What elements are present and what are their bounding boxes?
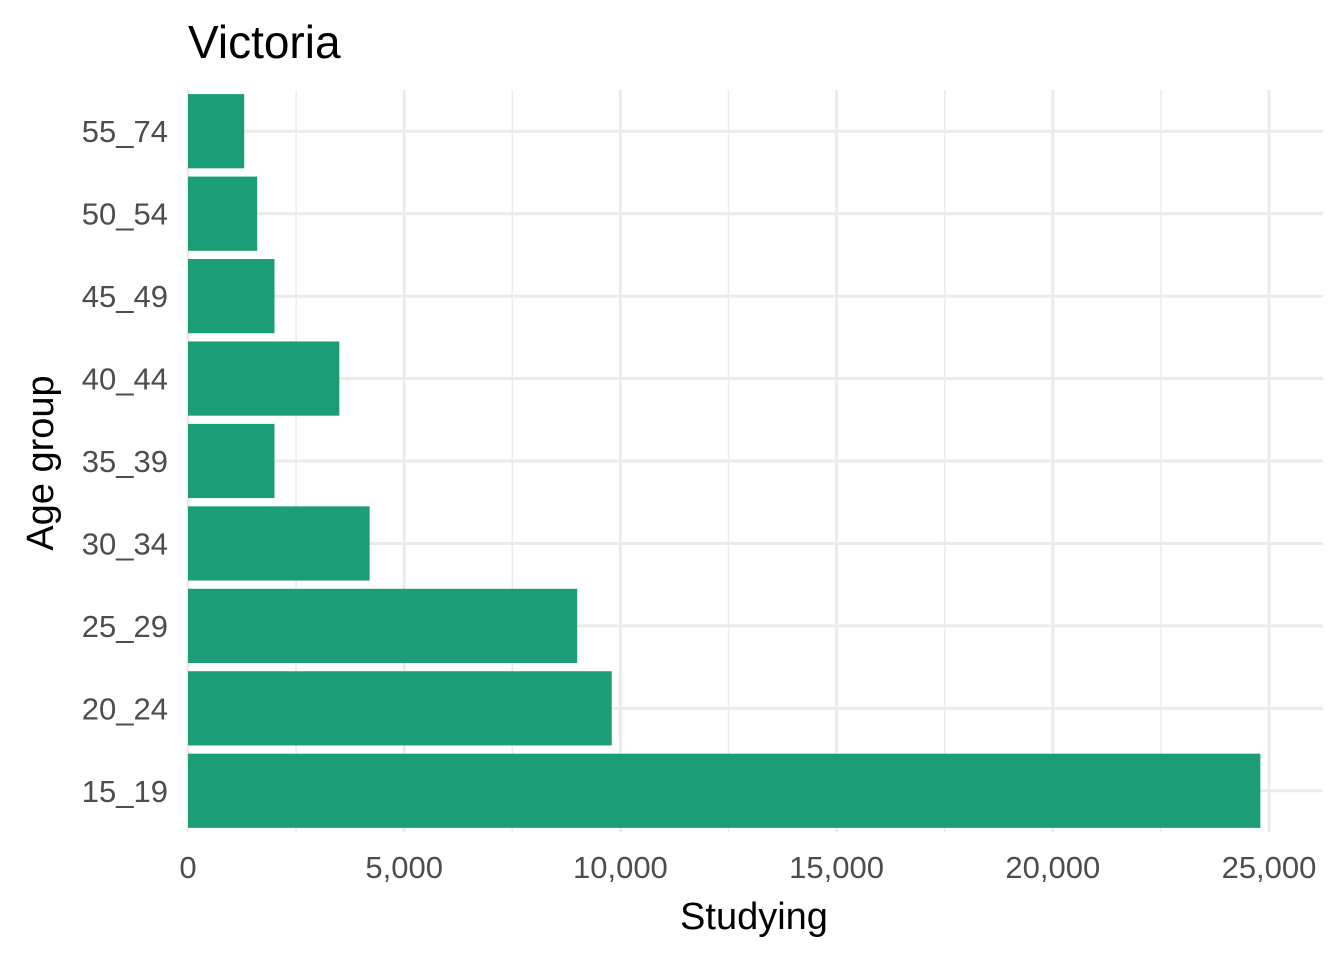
y-tick-label: 50_54 [82,197,168,232]
y-axis-title: Age group [20,375,62,550]
y-tick-label: 55_74 [82,114,168,149]
x-tick-label: 0 [179,850,196,885]
x-tick-labels: 0 5,000 10,000 15,000 20,000 25,000 [179,850,1316,885]
x-tick-label: 5,000 [365,850,443,885]
bar-20_24 [188,671,612,746]
y-tick-label: 40_44 [82,362,168,397]
bars [188,94,1261,828]
x-tick-label: 10,000 [573,850,668,885]
bar-35_39 [188,423,275,499]
y-tick-labels: 15_19 20_24 25_29 30_34 35_39 40_44 45_49 50_54… [82,114,168,809]
bar-45_49 [188,259,275,334]
bar-30_34 [188,506,370,581]
bar-15_19 [188,753,1261,828]
bar-50_54 [188,176,258,251]
y-tick-label: 45_49 [82,279,168,314]
y-tick-label: 25_29 [82,609,168,644]
x-tick-label: 15,000 [789,850,884,885]
y-tick-label: 30_34 [82,526,168,561]
bar-25_29 [188,588,578,663]
y-tick-label: 20_24 [82,691,168,726]
x-axis-title: Studying [680,896,828,938]
bar-40_44 [188,341,340,416]
chart-title: Victoria [188,16,341,68]
y-tick-label: 35_39 [82,444,168,479]
x-tick-label: 25,000 [1222,850,1317,885]
bar-55_74 [188,94,245,169]
x-tick-label: 20,000 [1005,850,1100,885]
y-tick-label: 15_19 [82,774,168,809]
